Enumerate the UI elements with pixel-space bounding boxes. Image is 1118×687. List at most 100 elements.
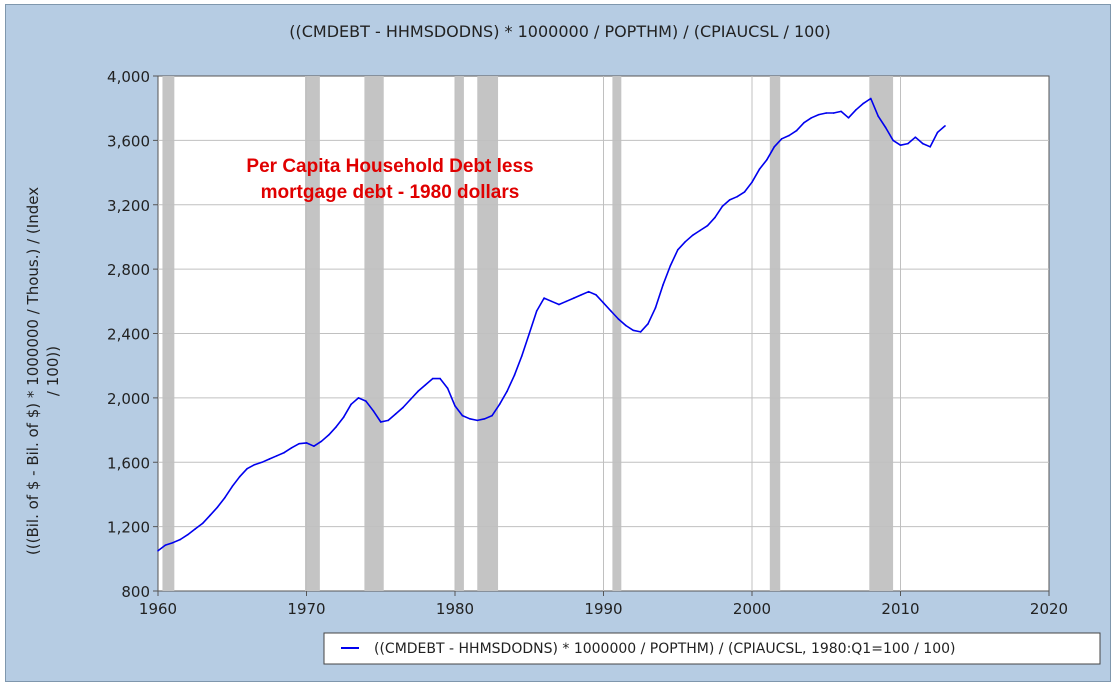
legend: ((CMDEBT - HHMSDODNS) * 1000000 / POPTHM… bbox=[323, 632, 1101, 665]
data-point bbox=[743, 191, 746, 193]
data-point bbox=[676, 249, 679, 251]
data-point bbox=[179, 538, 182, 541]
data-point bbox=[186, 533, 189, 536]
series-layer bbox=[157, 97, 946, 552]
data-point bbox=[662, 284, 664, 287]
y-axis-label-line-1: (((Bil. of $ - Bil. of $) * 1000000 / Th… bbox=[24, 187, 42, 555]
data-point bbox=[476, 419, 479, 422]
data-point bbox=[194, 528, 196, 530]
data-point bbox=[454, 405, 456, 407]
grid-lines bbox=[158, 76, 1049, 591]
data-point bbox=[877, 115, 880, 118]
data-point bbox=[766, 158, 768, 161]
data-point bbox=[268, 458, 271, 460]
data-point bbox=[818, 113, 820, 116]
data-point bbox=[327, 434, 330, 436]
data-point bbox=[780, 137, 783, 140]
data-point bbox=[870, 97, 872, 100]
data-point bbox=[365, 400, 367, 402]
data-point bbox=[313, 445, 315, 447]
data-point bbox=[528, 332, 531, 335]
data-point bbox=[639, 331, 642, 333]
data-point bbox=[706, 224, 709, 227]
data-point bbox=[832, 112, 835, 114]
data-point bbox=[699, 229, 701, 232]
data-point bbox=[714, 216, 716, 219]
x-tick-label-6: 2020 bbox=[1030, 600, 1068, 618]
axis-ticks: 800 1,200 1,600 2,000 2,400 2,800 3,200 3,600 4,… bbox=[107, 68, 1068, 618]
y-tick-label-5: 2,800 bbox=[107, 261, 150, 279]
data-point bbox=[899, 144, 902, 147]
data-point bbox=[847, 117, 850, 119]
data-point bbox=[751, 181, 753, 184]
data-point bbox=[439, 377, 441, 380]
data-point bbox=[825, 112, 828, 114]
data-point bbox=[506, 390, 508, 393]
data-point bbox=[216, 506, 219, 509]
y-tick-label-8: 4,000 bbox=[107, 68, 150, 86]
y-tick-label-0: 800 bbox=[121, 583, 150, 601]
data-point bbox=[580, 294, 583, 296]
data-point bbox=[409, 398, 412, 401]
data-point bbox=[446, 387, 449, 390]
data-point bbox=[201, 522, 204, 525]
data-point bbox=[624, 324, 627, 327]
data-point bbox=[461, 414, 464, 417]
data-point bbox=[587, 290, 590, 293]
data-point bbox=[684, 240, 686, 243]
data-point bbox=[231, 485, 234, 488]
data-point bbox=[558, 303, 560, 306]
data-point bbox=[573, 297, 575, 299]
data-point bbox=[394, 413, 397, 415]
x-tick-label-4: 2000 bbox=[733, 600, 771, 618]
legend-box bbox=[323, 632, 1101, 665]
data-point bbox=[379, 421, 382, 423]
data-point bbox=[350, 403, 352, 406]
data-point bbox=[602, 302, 605, 304]
x-tick-label-2: 1980 bbox=[436, 600, 474, 618]
data-point bbox=[424, 384, 427, 386]
data-point bbox=[209, 514, 211, 517]
data-point bbox=[884, 126, 887, 129]
data-point bbox=[498, 403, 501, 406]
data-point bbox=[402, 406, 404, 409]
data-point bbox=[298, 442, 300, 445]
data-point bbox=[691, 234, 694, 237]
data-point bbox=[342, 416, 345, 418]
data-point bbox=[513, 374, 516, 377]
data-point bbox=[535, 310, 538, 312]
data-point bbox=[728, 199, 731, 201]
data-point bbox=[320, 440, 323, 443]
data-point bbox=[521, 355, 523, 357]
data-point bbox=[595, 294, 597, 296]
data-point bbox=[431, 377, 434, 380]
data-point bbox=[758, 168, 761, 171]
y-tick-label-2: 1,600 bbox=[107, 454, 150, 472]
y-axis-label-line-2: / 100)) bbox=[44, 346, 62, 396]
data-point bbox=[929, 146, 931, 148]
data-point bbox=[387, 419, 389, 422]
data-point bbox=[372, 409, 375, 412]
data-point bbox=[795, 129, 798, 132]
data-point bbox=[855, 108, 857, 111]
data-point bbox=[788, 134, 790, 137]
data-point bbox=[736, 195, 738, 198]
data-point bbox=[936, 131, 939, 134]
data-point bbox=[565, 300, 568, 303]
data-point bbox=[803, 121, 805, 124]
data-point bbox=[914, 136, 917, 138]
data-point bbox=[610, 310, 612, 312]
data-point bbox=[669, 265, 672, 267]
data-point bbox=[907, 142, 909, 145]
data-point bbox=[283, 451, 286, 454]
data-point bbox=[305, 442, 308, 444]
data-point bbox=[357, 397, 360, 399]
data-point bbox=[246, 467, 248, 470]
data-point bbox=[550, 300, 553, 303]
y-tick-label-4: 2,400 bbox=[107, 326, 150, 344]
y-tick-label-7: 3,600 bbox=[107, 132, 150, 150]
y-tick-label-1: 1,200 bbox=[107, 519, 150, 537]
data-point bbox=[647, 323, 649, 325]
data-point bbox=[543, 297, 545, 299]
